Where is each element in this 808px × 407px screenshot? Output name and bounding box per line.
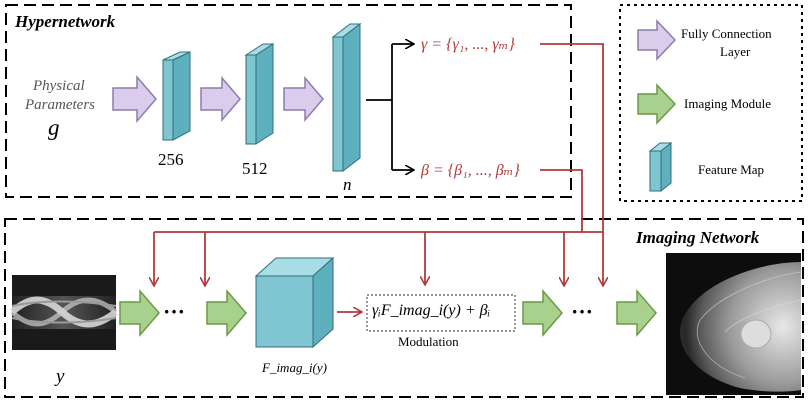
layer-size-256: 256 [158, 150, 184, 169]
purple-arrow-icon [200, 75, 241, 123]
beta-label: β = {β₁, ..., βₘ} [421, 162, 520, 179]
feature-map-256 [162, 51, 191, 141]
sinogram-image [9, 275, 119, 350]
layer-size-512: 512 [242, 159, 268, 178]
modulation-formula: γᵢF_imag_i(y) + βᵢ [372, 302, 491, 319]
legend-label-feature-map: Feature Map [698, 162, 765, 177]
legend-box [619, 4, 803, 202]
legend-label-fc-line2: Layer [720, 44, 751, 59]
feature-map-cube [254, 256, 335, 349]
legend-green-arrow-icon [637, 83, 677, 125]
green-arrow-icon [119, 288, 160, 338]
green-arrow-icon [206, 288, 247, 338]
modulation-lines [154, 43, 603, 312]
feature-map-label: F_imag_i(y) [262, 360, 327, 375]
modulation-label: Modulation [398, 334, 459, 349]
physical-label-line2: Parameters [25, 97, 95, 113]
dots-right: ··· [571, 299, 594, 324]
legend-feature-map-icon [648, 141, 673, 193]
physical-label-line1: Physical [33, 78, 85, 94]
imaging-network-box [4, 218, 804, 398]
legend-label-imaging-module: Imaging Module [684, 96, 772, 111]
legend-label-fc-line1: Fully Connection [681, 26, 772, 41]
layer-size-n: n [343, 175, 352, 194]
purple-arrow-icon [283, 75, 324, 123]
dots-left: ··· [163, 299, 186, 324]
branch-connector [366, 44, 413, 170]
purple-arrow-icon [112, 74, 157, 124]
green-arrow-icon [616, 288, 657, 338]
feature-map-512 [244, 43, 275, 145]
gamma-label: γ = {γ₁, ..., γₘ} [421, 36, 515, 53]
legend-purple-arrow-icon [637, 19, 677, 61]
feature-map-n [331, 22, 362, 173]
green-arrow-icon [522, 288, 563, 338]
modulation-box [366, 294, 516, 332]
imaging-network-title: Imaging Network [636, 228, 760, 247]
mammogram-image [666, 253, 802, 395]
hypernetwork-title: Hypernetwork [15, 12, 116, 31]
imaging-input-symbol: y [56, 366, 65, 387]
physical-symbol: g [48, 115, 60, 140]
